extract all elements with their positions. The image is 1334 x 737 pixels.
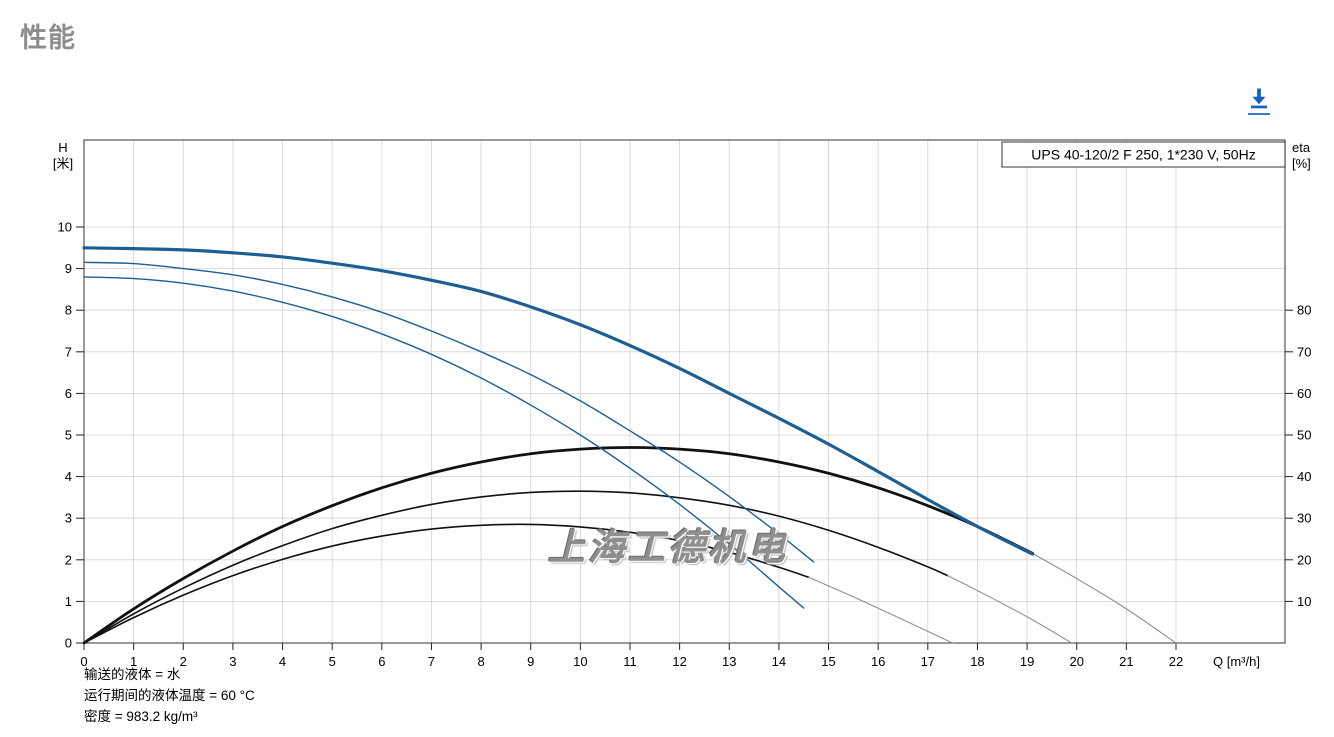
svg-text:7: 7 bbox=[428, 654, 435, 669]
footnote-density: 密度 = 983.2 kg/m³ bbox=[84, 709, 198, 724]
svg-text:19: 19 bbox=[1020, 654, 1034, 669]
svg-text:1: 1 bbox=[65, 594, 72, 609]
curve bbox=[83, 276, 805, 609]
svg-text:20: 20 bbox=[1069, 654, 1083, 669]
chart-footnotes: 输送的液体 = 水 运行期间的液体温度 = 60 °C 密度 = 983.2 k… bbox=[84, 664, 255, 727]
page-title: 性能 bbox=[20, 23, 76, 53]
svg-text:18: 18 bbox=[970, 654, 984, 669]
svg-text:9: 9 bbox=[65, 261, 72, 276]
svg-text:10: 10 bbox=[573, 654, 587, 669]
svg-text:4: 4 bbox=[65, 469, 72, 484]
performance-chart: 0 1 2 3 4 5 6 7 8 9 10 10 20 30 40 50 60 70 80 0 1 2 3 4 5 6 7 8 9 10… bbox=[0, 135, 1334, 675]
plot-border bbox=[83, 139, 1286, 644]
svg-text:5: 5 bbox=[329, 654, 336, 669]
svg-text:6: 6 bbox=[378, 654, 385, 669]
svg-text:11: 11 bbox=[623, 654, 637, 669]
download-button[interactable] bbox=[1244, 86, 1274, 118]
svg-text:70: 70 bbox=[1297, 344, 1311, 359]
curve bbox=[82, 246, 1035, 556]
svg-text:50: 50 bbox=[1297, 428, 1311, 443]
svg-text:UPS 40-120/2 F 250, 1*230 V, 5: UPS 40-120/2 F 250, 1*230 V, 50Hz bbox=[1031, 147, 1255, 163]
svg-text:8: 8 bbox=[65, 303, 72, 318]
svg-text:22: 22 bbox=[1169, 654, 1183, 669]
svg-text:2: 2 bbox=[180, 654, 187, 669]
svg-text:16: 16 bbox=[871, 654, 885, 669]
download-icon bbox=[1248, 88, 1270, 115]
svg-text:3: 3 bbox=[229, 654, 236, 669]
svg-text:[米]: [米] bbox=[53, 156, 73, 171]
svg-text:3: 3 bbox=[65, 511, 72, 526]
ticks bbox=[76, 226, 1293, 650]
svg-text:10: 10 bbox=[1297, 594, 1311, 609]
curves bbox=[82, 246, 1177, 645]
svg-text:6: 6 bbox=[65, 386, 72, 401]
curve bbox=[808, 576, 954, 644]
svg-text:Q [m³/h]: Q [m³/h] bbox=[1213, 654, 1260, 669]
svg-text:17: 17 bbox=[921, 654, 935, 669]
svg-text:9: 9 bbox=[527, 654, 534, 669]
svg-text:13: 13 bbox=[722, 654, 736, 669]
svg-text:15: 15 bbox=[821, 654, 835, 669]
svg-text:H: H bbox=[58, 140, 67, 155]
chart-legend: UPS 40-120/2 F 250, 1*230 V, 50Hz bbox=[1001, 141, 1286, 168]
axis-titles: H[米] eta[%] Q [m³/h] bbox=[53, 140, 1311, 669]
svg-text:20: 20 bbox=[1297, 552, 1311, 567]
svg-text:eta: eta bbox=[1292, 140, 1311, 155]
svg-text:4: 4 bbox=[279, 654, 286, 669]
svg-text:12: 12 bbox=[672, 654, 686, 669]
svg-text:0: 0 bbox=[65, 636, 72, 651]
grid bbox=[84, 140, 1285, 643]
svg-text:60: 60 bbox=[1297, 386, 1311, 401]
svg-text:2: 2 bbox=[65, 552, 72, 567]
svg-text:0: 0 bbox=[80, 654, 87, 669]
svg-text:40: 40 bbox=[1297, 469, 1311, 484]
svg-text:80: 80 bbox=[1297, 303, 1311, 318]
curve bbox=[83, 490, 949, 644]
curve bbox=[82, 446, 1035, 645]
svg-text:21: 21 bbox=[1119, 654, 1133, 669]
svg-text:10: 10 bbox=[58, 220, 72, 235]
svg-text:8: 8 bbox=[477, 654, 484, 669]
svg-text:7: 7 bbox=[65, 344, 72, 359]
curve bbox=[83, 261, 815, 563]
curve bbox=[1031, 552, 1177, 644]
curve bbox=[947, 575, 1073, 644]
footnote-liquid: 输送的液体 = 水 bbox=[84, 667, 181, 682]
svg-text:14: 14 bbox=[772, 654, 786, 669]
curve bbox=[83, 523, 810, 644]
svg-text:30: 30 bbox=[1297, 511, 1311, 526]
svg-text:1: 1 bbox=[130, 654, 137, 669]
svg-text:5: 5 bbox=[65, 428, 72, 443]
svg-text:[%]: [%] bbox=[1292, 156, 1311, 171]
footnote-temperature: 运行期间的液体温度 = 60 °C bbox=[84, 688, 255, 703]
